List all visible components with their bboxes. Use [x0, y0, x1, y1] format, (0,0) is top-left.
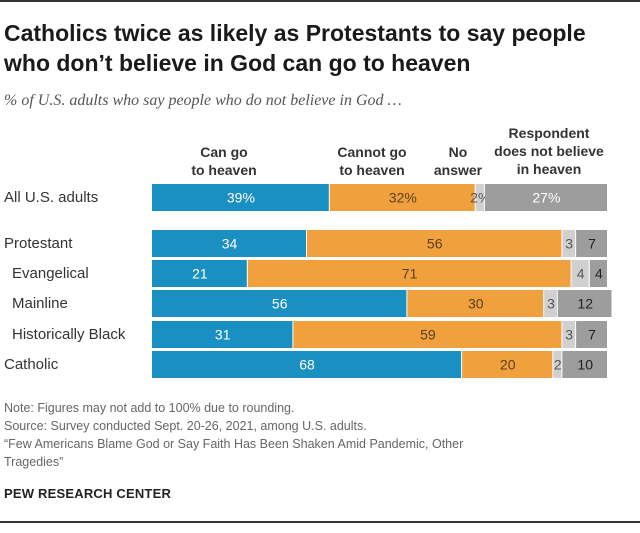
- bar-value-label: 3: [565, 236, 573, 252]
- column-header-1: Can go to heaven: [191, 143, 256, 179]
- bar-row: 34 56 3 7: [152, 230, 607, 257]
- row-label: Historically Black: [12, 326, 126, 343]
- bar-value-label: 59: [420, 327, 436, 343]
- bar-segment: [152, 184, 329, 211]
- bar-segment: [571, 260, 589, 287]
- bar-segment: [557, 290, 612, 317]
- column-header-4: Respondent does not believe in heaven: [494, 124, 604, 178]
- bar-value-label: 12: [577, 296, 593, 312]
- bar-segment: [152, 260, 247, 287]
- bar-segment: [553, 351, 562, 378]
- bar-value-label: 68: [299, 357, 315, 373]
- bar-segment: [152, 351, 462, 378]
- row-label: Protestant: [4, 235, 73, 252]
- bar-segment: [152, 230, 306, 257]
- bar-row: 39% 32% 2% 27%: [152, 184, 607, 211]
- bar-segment: [562, 321, 576, 348]
- column-header-line: does not believe: [494, 143, 604, 159]
- bar-value-label: 71: [402, 266, 418, 282]
- bar-segment: [152, 321, 293, 348]
- bar-value-label: 56: [272, 296, 288, 312]
- bar-value-label: 4: [595, 266, 603, 282]
- bottom-rule: [0, 521, 640, 523]
- row-label: Evangelical: [12, 265, 89, 282]
- bar-value-label: 4: [577, 266, 585, 282]
- chart-title: Catholics twice as likely as Protestants…: [4, 18, 634, 78]
- bar-segment: [576, 230, 607, 257]
- bar-row: 68 20 2 10: [152, 351, 607, 378]
- column-header-line: Can go: [200, 144, 248, 160]
- column-header-line: to heaven: [339, 162, 405, 178]
- bar-segment: [544, 290, 557, 317]
- bar-value-label: 30: [468, 296, 484, 312]
- bar-row: 31 59 3 7: [152, 321, 607, 348]
- row-label: Mainline: [12, 295, 68, 312]
- bar-value-label: 3: [547, 296, 555, 312]
- bar-value-label: 27%: [532, 190, 560, 206]
- bar-segment: [152, 290, 407, 317]
- bar-segment: [562, 230, 576, 257]
- chart-subtitle: % of U.S. adults who say people who do n…: [4, 92, 402, 109]
- bar-row: 56 30 3 12: [152, 290, 612, 317]
- bar-value-label: 2: [554, 357, 562, 373]
- bar-segment: [576, 321, 607, 348]
- column-header-3: No answer: [434, 143, 482, 179]
- row-label: Catholic: [4, 356, 59, 373]
- bar-value-label: 32%: [389, 190, 417, 206]
- bar-value-label: 34: [222, 236, 238, 252]
- bar-value-label: 7: [588, 327, 596, 343]
- bar-value-label: 3: [565, 327, 573, 343]
- column-header-line: No: [448, 144, 468, 160]
- bar-segment: [475, 184, 484, 211]
- chart-title-line-2: who don’t believe in God can go to heave…: [4, 50, 471, 76]
- report-title-line-2: Tragedies”: [4, 455, 64, 469]
- chart-title-line-1: Catholics twice as likely as Protestants…: [4, 20, 586, 46]
- column-header-line: in heaven: [516, 161, 582, 177]
- bar-segment: [589, 260, 607, 287]
- pew-research-logo-text: PEW RESEARCH CENTER: [4, 486, 172, 501]
- bar-segment: [407, 290, 544, 317]
- column-header-line: answer: [433, 162, 483, 178]
- bar-segment: [329, 184, 475, 211]
- bar-value-label: 39%: [227, 190, 255, 206]
- bar-value-label: 7: [588, 236, 596, 252]
- bar-segment: [562, 351, 607, 378]
- report-title-line-1: “Few Americans Blame God or Say Faith Ha…: [4, 437, 464, 451]
- bar-value-label: 31: [215, 327, 231, 343]
- chart-notes: Note: Figures may not add to 100% due to…: [4, 399, 614, 471]
- top-rule: [0, 0, 640, 2]
- bar-segment: [484, 184, 607, 211]
- bar-value-label: 21: [192, 266, 208, 282]
- source-text: Source: Survey conducted Sept. 20-26, 20…: [4, 419, 367, 433]
- bar-segment: [307, 230, 562, 257]
- bar-segment: [462, 351, 553, 378]
- bar-value-label: 10: [577, 357, 593, 373]
- column-header-line: Cannot go: [337, 144, 407, 160]
- note-text: Note: Figures may not add to 100% due to…: [4, 401, 295, 415]
- column-header-line: Respondent: [508, 125, 590, 141]
- bar-value-label: 56: [427, 236, 443, 252]
- bar-segment: [293, 321, 562, 348]
- row-label: All U.S. adults: [4, 189, 99, 206]
- column-header-line: to heaven: [191, 162, 257, 178]
- bar-value-label: 20: [500, 357, 516, 373]
- bar-segment: [247, 260, 571, 287]
- column-header-2: Cannot go to heaven: [337, 143, 406, 179]
- bar-row: 21 71 4 4: [152, 260, 607, 287]
